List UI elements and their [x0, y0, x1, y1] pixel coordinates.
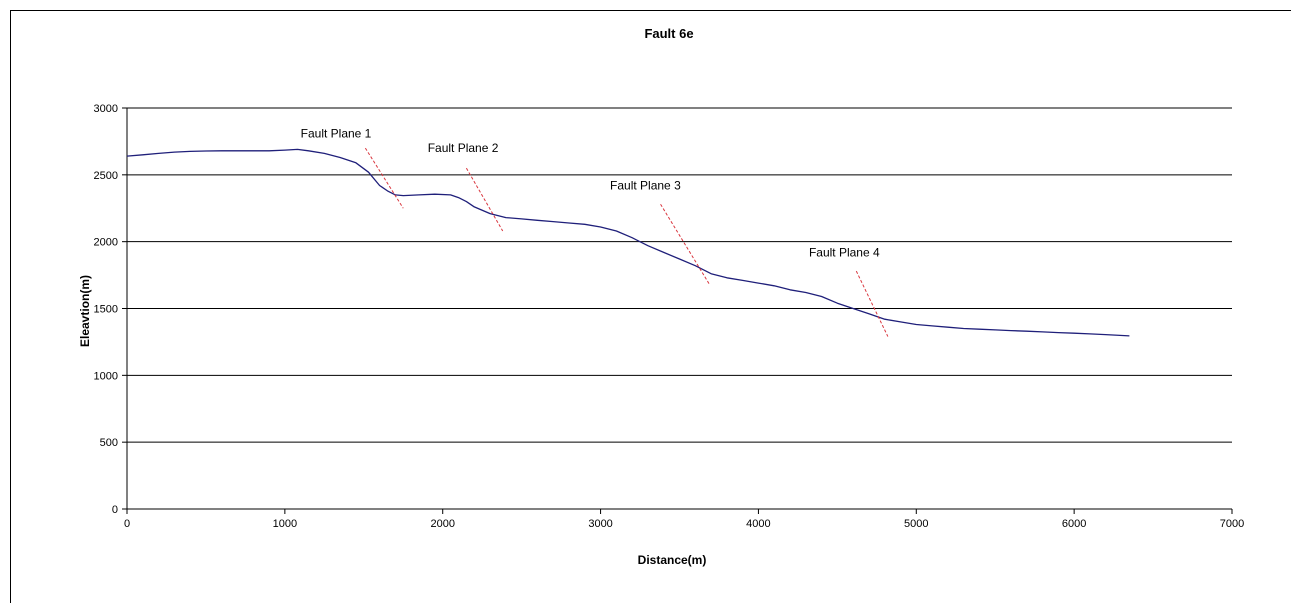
tick-labels: 0 500 1000 1500 2000 2500 3000 0 1000 2000 3000 400…: [94, 103, 1245, 530]
fault-plane-label-1: Fault Plane 1: [301, 126, 372, 140]
x-tick-label: 2000: [430, 518, 454, 530]
fault-plane-line-4: [855, 270, 889, 337]
fault-plane-label-3: Fault Plane 3: [610, 179, 681, 193]
series: [126, 148, 1130, 337]
x-tick-label: 4000: [746, 518, 770, 530]
elevation-profile-line: [126, 148, 1130, 337]
y-tick-label: 0: [112, 504, 118, 516]
x-tick-label: 5000: [904, 518, 928, 530]
fault-plane-label-2: Fault Plane 2: [428, 141, 499, 155]
y-tick-label: 3000: [94, 103, 118, 115]
axes: [122, 107, 1233, 514]
chart-frame: Fault 6e 0 500 1000 1500 2000 2500 3000 0 1000 20…: [10, 10, 1291, 603]
x-tick-label: 6000: [1062, 518, 1086, 530]
x-tick-label: 1000: [273, 518, 297, 530]
y-tick-label: 500: [100, 437, 118, 449]
y-tick-label: 2000: [94, 237, 118, 249]
fault-plane-line-2: [465, 167, 504, 232]
x-tick-label: 7000: [1220, 518, 1244, 530]
grid-lines: [127, 107, 1232, 443]
fault-plane-line-1: [364, 147, 404, 209]
elevation-profile-chart: Fault 6e 0 500 1000 1500 2000 2500 3000 0 1000 20…: [78, 26, 1245, 567]
y-tick-label: 1500: [94, 304, 118, 316]
y-axis-title: Eleavtion(m): [78, 275, 92, 347]
fault-plane-label-4: Fault Plane 4: [809, 245, 880, 259]
chart-title: Fault 6e: [644, 26, 693, 41]
fault-plane-line-3: [660, 203, 710, 285]
annotations: Fault Plane 1 Fault Plane 2 Fault Plane 3 F…: [301, 126, 889, 337]
y-tick-label: 1000: [94, 370, 118, 382]
x-tick-label: 0: [124, 518, 130, 530]
x-axis-title: Distance(m): [638, 553, 707, 567]
x-tick-label: 3000: [588, 518, 612, 530]
y-tick-label: 2500: [94, 170, 118, 182]
